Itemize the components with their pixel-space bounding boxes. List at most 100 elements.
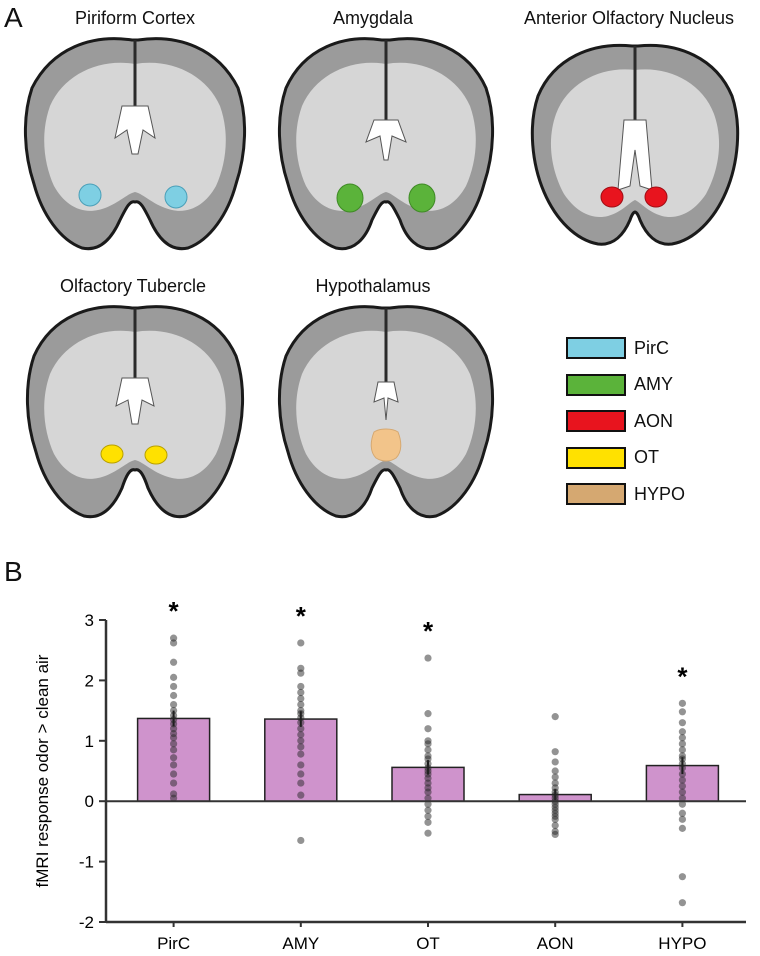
piriform-roi-left [78,183,102,207]
significance-star-amy: * [296,601,307,631]
data-point-amy [297,725,305,733]
data-point-hypo [678,734,687,742]
data-point-hypo [678,782,687,790]
legend-swatch-aon [566,410,626,433]
legend-label-pirc: PirC [634,337,669,358]
data-point-aon [551,748,559,756]
data-point-pirc [170,746,178,754]
data-point-hypo [678,809,687,817]
data-point-aon [551,815,559,823]
data-point-ot [424,725,432,733]
data-point-hypo [678,746,687,754]
data-point-aon [551,713,559,721]
brain-slice-amygdala [278,37,494,251]
data-point-amy [297,779,305,787]
aon-roi-right [644,186,668,208]
ot-roi-right [144,445,168,465]
brain-slice-aon [530,43,740,246]
data-point-hypo [678,740,687,748]
data-point-amy [297,719,305,727]
brain-title-amygdala: Amygdala [332,8,414,28]
data-point-amy [297,836,305,845]
data-point-amy [297,791,305,799]
data-point-amy [297,750,305,758]
data-point-ot [424,654,432,662]
brain-title-piriform: Piriform Cortex [74,8,195,28]
significance-star-pirc: * [169,596,180,626]
data-point-hypo [678,708,687,716]
data-point-ot [424,829,432,837]
legend-swatch-amy [566,373,626,396]
data-point-hypo [678,776,687,784]
piriform-roi-right [164,185,188,209]
x-tick-label-aon: AON [537,934,574,953]
data-point-pirc [170,734,178,742]
legend-label-ot: OT [634,447,659,468]
data-point-ot [424,800,432,808]
data-point-pirc [170,740,178,748]
data-point-ot [424,794,432,802]
data-point-pirc [170,691,178,700]
brain-title-aon: Anterior Olfactory Nucleus [523,8,735,28]
data-point-aon [551,773,559,781]
amygdala-roi-left [336,183,364,213]
data-point-pirc [170,754,178,762]
data-point-amy [297,639,305,647]
data-point-amy [297,688,305,697]
data-point-pirc [170,682,178,691]
legend-item-hypo: HYPO [566,476,685,513]
legend-item-ot: OT [566,440,685,477]
amygdala-roi-right [408,183,436,213]
data-point-hypo [678,815,687,823]
brain-slice-olfactory-tubercle [26,305,244,519]
brain-title-olfactory-tubercle: Olfactory Tubercle [59,276,207,296]
brain-slice-piriform [24,37,246,251]
data-point-pirc [170,700,178,709]
legend-swatch-pirc [566,337,626,360]
y-tick-label: -1 [79,853,94,872]
data-point-hypo [678,794,687,802]
data-point-ot [424,710,432,718]
y-tick-label: 2 [85,671,94,690]
brain-slice-hypothalamus [278,305,494,519]
data-point-hypo [678,764,687,772]
panel-b-letter: B [4,556,23,587]
data-point-hypo [678,699,687,707]
data-point-amy [297,731,305,739]
bar-chart: fMRI response odor > clean air -2 -1 0 1 2 3 Pi… [33,596,746,953]
legend-item-aon: AON [566,403,685,440]
y-tick-label: 1 [85,732,94,751]
legend-label-aon: AON [634,410,674,431]
y-axis-label: fMRI response odor > clean air [33,654,52,887]
data-point-pirc [170,639,178,647]
x-tick-label-hypo: HYPO [658,934,706,953]
legend-label-hypo: HYPO [634,483,686,504]
data-point-hypo [678,899,687,907]
data-point-aon [551,767,559,775]
y-tick-label: -2 [79,913,94,932]
data-point-hypo [678,788,687,796]
significance-star-ot: * [423,616,434,646]
data-point-ot [424,818,432,826]
data-point-pirc [170,658,178,666]
legend-item-amy: AMY [566,367,685,404]
data-point-hypo [678,770,687,778]
hypothalamus-roi [370,428,402,462]
data-point-ot [424,806,432,814]
data-point-pirc [170,779,178,787]
y-tick-label: 3 [85,611,94,630]
data-point-ot [424,788,432,796]
x-tick-label-ot: OT [416,934,440,953]
brain-title-hypothalamus: Hypothalamus [315,276,431,296]
data-point-pirc [170,794,178,802]
data-point-amy [297,669,305,677]
data-point-amy [297,770,305,778]
data-point-aon [551,758,559,766]
legend-swatch-hypo [566,483,626,506]
data-point-ot [424,740,432,748]
data-point-amy [297,737,305,745]
data-point-amy [297,682,305,691]
data-point-pirc [170,770,178,778]
data-point-amy [297,761,305,769]
aon-roi-left [600,186,624,208]
